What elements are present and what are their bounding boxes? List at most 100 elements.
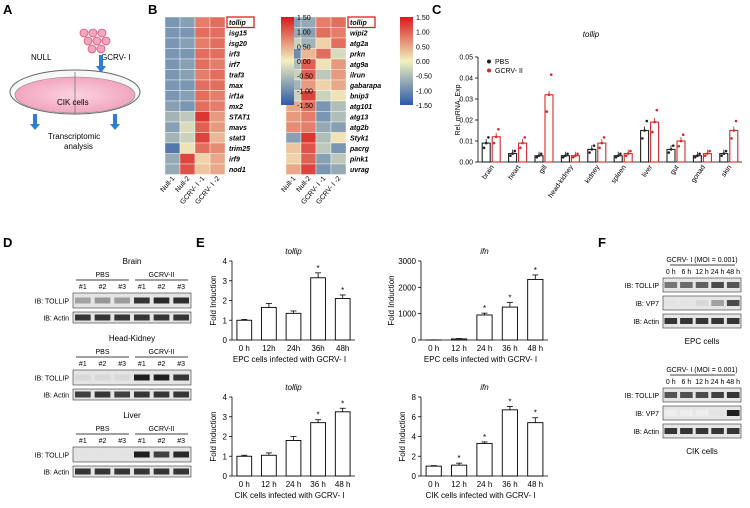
heatmap-cell <box>300 142 317 154</box>
heatmap-cell <box>179 69 196 81</box>
heatmap-cell <box>330 27 347 39</box>
data-point <box>703 154 707 157</box>
heatmap-cell <box>209 132 226 144</box>
lane-label: #2 <box>99 361 107 368</box>
tissue-label: Brain <box>123 257 142 266</box>
group-label: PBS <box>95 272 109 279</box>
x-tick-label: 12h <box>262 344 275 353</box>
x-tick-label: 36 h <box>310 480 326 489</box>
heatmap-cell <box>330 37 347 49</box>
x-axis-label: EPC cells infected with GCRV- I <box>424 355 537 364</box>
blot-frame <box>72 369 192 386</box>
heatmap-cell <box>194 37 211 49</box>
heatmap-cell <box>315 142 332 154</box>
gene-label: mx2 <box>229 104 243 111</box>
y-tick-label: 0.01 <box>459 139 473 146</box>
lane-label: #3 <box>118 284 126 291</box>
blot-band <box>134 468 150 475</box>
data-point <box>484 141 488 145</box>
gene-label: uvrag <box>350 167 370 174</box>
blot-frame <box>72 446 192 463</box>
data-point <box>487 136 490 139</box>
heatmap-cell <box>209 37 226 49</box>
heatmap-cell <box>330 121 347 133</box>
heatmap-cell <box>330 142 347 154</box>
heatmap-cell <box>194 48 211 60</box>
heatmap-cell <box>164 132 181 144</box>
virus-label: GCRV- I <box>101 53 131 62</box>
bar <box>236 455 253 477</box>
blot-band <box>726 410 740 416</box>
blot-band <box>726 300 740 306</box>
blot-band <box>680 282 693 288</box>
data-point <box>645 119 649 123</box>
heatmap-cell <box>315 48 332 60</box>
panel-letter-b: B <box>148 2 157 17</box>
chart-title: tollip <box>583 30 600 39</box>
gene-label: gabarapa <box>349 83 381 90</box>
legend-label: PBS <box>495 59 509 66</box>
y-tick-label: 1 <box>223 316 228 325</box>
bar <box>310 422 326 477</box>
bar <box>518 142 528 163</box>
lane-label: #2 <box>158 361 166 368</box>
colorbar-tick: 1.50 <box>416 15 430 22</box>
gene-label: stat3 <box>229 136 245 143</box>
heatmap-cell <box>209 100 226 112</box>
bar <box>334 411 351 477</box>
blot-band <box>94 297 111 304</box>
y-tick-label: 0.02 <box>459 118 473 125</box>
heatmap-cell <box>315 27 332 39</box>
gene-label: pacrg <box>349 146 370 153</box>
significance-star: * <box>341 286 344 295</box>
heatmap-cell <box>209 58 226 70</box>
bar <box>334 298 351 341</box>
y-tick-label: 3 <box>223 277 228 286</box>
y-tick-label: 0.04 <box>459 76 473 83</box>
heatmap-cell <box>209 111 226 123</box>
heatmap-cell <box>179 48 196 60</box>
blot-band <box>75 314 91 321</box>
blot-band <box>114 391 130 398</box>
heatmap-cell <box>330 16 347 28</box>
gene-label: irf9 <box>229 157 240 164</box>
heatmap-cell <box>209 90 226 102</box>
colorbar-tick: -1.00 <box>297 88 313 95</box>
tissue-label: Head-Kidney <box>109 334 155 343</box>
gene-label: nod1 <box>229 167 246 174</box>
heatmap-cell <box>164 111 181 123</box>
x-tick-label: head-kidney <box>547 164 575 200</box>
heatmap-cell <box>194 69 211 81</box>
y-tick-label: 3000 <box>398 257 416 266</box>
panel-letter-a: A <box>3 2 13 17</box>
blot-band <box>153 374 170 381</box>
heatmap-cell <box>194 90 211 102</box>
heatmap-cell <box>315 69 332 81</box>
y-tick-label: 6 <box>412 413 417 422</box>
heatmap-cell <box>315 132 332 144</box>
bar <box>729 129 739 163</box>
heatmap-immune-genes: tollip isg15 isg20 irf3 irf7 traf3 max irf1a mx2… <box>159 16 255 206</box>
blot-band <box>94 314 111 321</box>
heatmap-cell <box>330 100 347 112</box>
lane-label: 6 h <box>682 269 692 276</box>
colorbar-tick: 1.00 <box>297 30 311 37</box>
heatmap-cell <box>209 79 226 91</box>
colorbar-tick: 0.50 <box>416 44 430 51</box>
data-point <box>539 152 543 156</box>
blot-band <box>680 410 693 416</box>
data-point <box>629 149 632 153</box>
lane-label: 0 h <box>666 269 676 276</box>
panel-letter-e: E <box>196 235 205 250</box>
blot-band <box>695 392 709 398</box>
colorbar-tick: 1.00 <box>416 30 430 37</box>
blot-band <box>75 391 91 398</box>
data-point <box>734 119 738 123</box>
epc-tollip-chart: tollip 0 1 2 3 4 Fold Induction 0 h 12h 24h * 36h * 4… <box>209 247 355 364</box>
data-point <box>677 144 681 148</box>
group-label: PBS <box>95 349 109 356</box>
heatmap-cell <box>315 100 332 112</box>
data-point <box>667 151 671 154</box>
gene-label: prkn <box>349 52 365 59</box>
culture-dish-icon <box>9 69 141 115</box>
